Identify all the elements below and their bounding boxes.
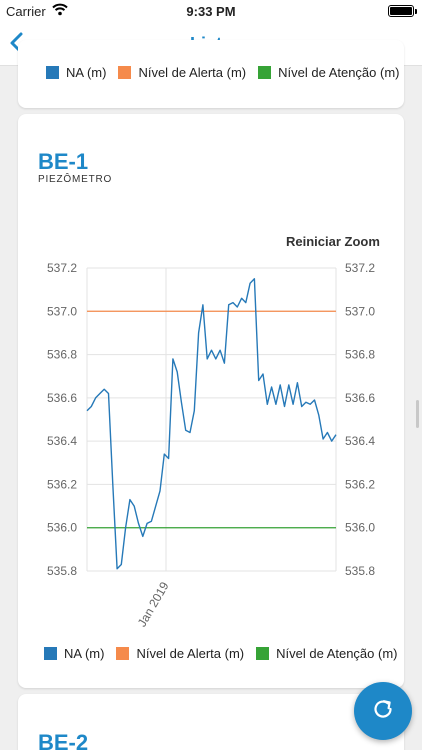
y-tick-label-left: 536.8 <box>47 348 77 362</box>
carrier-label: Carrier <box>6 4 46 19</box>
chart-legend: NA (m) Nível de Alerta (m) Nível de Aten… <box>44 646 410 661</box>
y-tick-label-left: 537.0 <box>47 304 77 318</box>
card-subtitle: PIEZÔMETRO <box>38 174 113 185</box>
legend-swatch <box>46 66 59 79</box>
legend-swatch <box>44 647 57 660</box>
legend-label: NA (m) <box>64 646 105 661</box>
y-tick-label-right: 536.4 <box>345 434 375 448</box>
y-tick-label-left: 536.6 <box>47 391 77 405</box>
legend-label: Nível de Atenção (m) <box>276 646 398 661</box>
legend-label: Nível de Atenção (m) <box>278 65 400 80</box>
x-tick-label: Jan 2019 <box>135 579 172 629</box>
card-title: BE-1 <box>38 149 89 174</box>
y-tick-label-left: 537.2 <box>47 261 77 275</box>
legend-item-na[interactable]: NA (m) <box>44 646 104 661</box>
y-tick-label-right: 535.8 <box>345 564 375 578</box>
legend-item-alerta[interactable]: Nível de Alerta (m) <box>116 646 244 661</box>
legend-label: Nível de Alerta (m) <box>138 65 247 80</box>
legend-item-alerta[interactable]: Nível de Alerta (m) <box>118 65 246 80</box>
refresh-button[interactable] <box>354 682 412 740</box>
y-tick-label-right: 537.2 <box>345 261 375 275</box>
legend-swatch <box>116 647 130 660</box>
chart-legend: NA (m) Nível de Alerta (m) Nível de Aten… <box>46 65 412 80</box>
series-line-na <box>86 278 337 570</box>
legend-item-atencao[interactable]: Nível de Atenção (m) <box>256 646 398 661</box>
y-tick-label-left: 535.8 <box>47 564 77 578</box>
previous-chart-card: NA (m) Nível de Alerta (m) Nível de Aten… <box>18 40 404 108</box>
y-tick-label-left: 536.0 <box>47 521 77 535</box>
y-tick-label-right: 536.6 <box>345 391 375 405</box>
legend-swatch <box>258 66 272 79</box>
battery-icon <box>388 5 417 17</box>
y-tick-label-left: 536.4 <box>47 434 77 448</box>
legend-item-atencao[interactable]: Nível de Atenção (m) <box>258 65 400 80</box>
y-tick-label-left: 536.2 <box>47 477 77 491</box>
y-tick-label-right: 536.8 <box>345 348 375 362</box>
legend-item-na[interactable]: NA (m) <box>46 65 106 80</box>
legend-swatch <box>256 647 270 660</box>
y-tick-label-right: 536.2 <box>345 477 375 491</box>
scroll-indicator[interactable] <box>416 400 419 428</box>
wifi-icon <box>52 3 68 19</box>
y-tick-label-right: 537.0 <box>345 304 375 318</box>
chart-card-be1: BE-1 PIEZÔMETRO Reiniciar Zoom 535.8 536.… <box>18 114 404 688</box>
y-tick-label-right: 536.0 <box>345 521 375 535</box>
legend-swatch <box>118 66 132 79</box>
legend-label: NA (m) <box>66 65 107 80</box>
status-bar: Carrier 9:33 PM <box>0 0 422 22</box>
line-chart[interactable]: 535.8 536.0 536.2 536.4 536.6 536.8 537.0 537.2… <box>18 114 404 634</box>
refresh-icon <box>370 696 396 727</box>
chart-card-be2: BE-2 <box>18 694 404 750</box>
reset-zoom-button[interactable]: Reiniciar Zoom <box>286 234 380 249</box>
legend-label: Nível de Alerta (m) <box>136 646 245 661</box>
clock: 9:33 PM <box>186 4 236 19</box>
card-title: BE-2 <box>38 730 89 750</box>
